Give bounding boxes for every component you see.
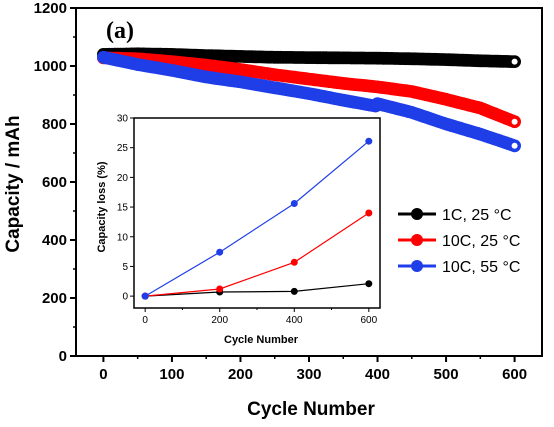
inset-series-2-line xyxy=(144,140,370,297)
main-y-tick-label: 200 xyxy=(42,290,67,307)
main-x-tick-label: 0 xyxy=(99,366,107,383)
inset-x-tick-label: 400 xyxy=(286,315,303,326)
main-y-tick-label: 1000 xyxy=(34,58,67,75)
inset-y-tick-label: 20 xyxy=(117,173,129,184)
inset-series-2-point xyxy=(216,248,224,256)
inset-series-1-point xyxy=(365,209,373,217)
inset-series-0-line xyxy=(145,283,369,297)
legend-marker-2 xyxy=(411,260,423,272)
main-x-tick-label: 100 xyxy=(159,366,184,383)
inset-plot: 0 200 400 600 0 5 10 15 20 25 30 xyxy=(117,114,381,326)
inset-series-2 xyxy=(141,137,373,300)
main-x-tick-label: 400 xyxy=(365,366,390,383)
inset-series-2-point xyxy=(141,292,149,300)
main-y-tick-label: 600 xyxy=(42,174,67,191)
inset-x-tick-label: 600 xyxy=(360,315,377,326)
inset-y-tick-label: 5 xyxy=(122,262,128,273)
inset-x-tick-label: 0 xyxy=(142,315,148,326)
legend: 1C, 25 °C 10C, 25 °C 10C, 55 °C xyxy=(398,207,520,276)
legend-label-0: 1C, 25 °C xyxy=(442,207,512,224)
main-x-tick-label: 300 xyxy=(296,366,321,383)
inset-series-2-point xyxy=(290,200,298,207)
main-y-tick-label: 1200 xyxy=(34,0,67,17)
main-y-axis-title: Capacity / mAh xyxy=(3,115,24,252)
inset-series-1-point xyxy=(290,258,298,266)
inset-series-0-point xyxy=(365,280,373,288)
main-x-tick-label: 500 xyxy=(434,366,459,383)
inset-series-1-point xyxy=(216,285,224,293)
inset-y-tick-label: 25 xyxy=(117,143,129,154)
main-series-2 xyxy=(97,50,521,153)
inset-y-axis-title: Capacity loss (%) xyxy=(96,161,108,252)
panel-label: (a) xyxy=(106,18,134,44)
main-y-tick-label: 800 xyxy=(42,116,67,133)
inset-x-tick-label: 200 xyxy=(211,315,228,326)
legend-label-1: 10C, 25 °C xyxy=(442,233,520,250)
inset-y-tick-label: 10 xyxy=(117,232,129,243)
inset-y-tick-label: 0 xyxy=(122,292,128,303)
inset-series-2-point xyxy=(365,137,373,145)
main-series-1-end-marker xyxy=(509,116,520,127)
main-series-2-end-marker xyxy=(509,140,520,151)
legend-marker-1 xyxy=(411,234,423,246)
inset-y-tick-label: 15 xyxy=(117,203,129,214)
main-series-0-end-marker xyxy=(509,56,520,67)
main-x-tick-label: 600 xyxy=(502,366,527,383)
main-x-axis-title: Cycle Number xyxy=(247,399,375,420)
inset-series-0-point xyxy=(290,287,298,295)
inset-x-axis-title: Cycle Number xyxy=(224,334,299,346)
main-y-tick-label: 400 xyxy=(42,232,67,249)
inset-y-tick-label: 30 xyxy=(117,114,129,125)
inset-series-1-line xyxy=(145,212,370,297)
main-x-tick-label: 200 xyxy=(228,366,253,383)
inset-plot-frame xyxy=(133,117,381,309)
main-y-tick-label: 0 xyxy=(59,348,67,365)
legend-marker-0 xyxy=(411,208,423,220)
legend-label-2: 10C, 55 °C xyxy=(442,259,520,276)
